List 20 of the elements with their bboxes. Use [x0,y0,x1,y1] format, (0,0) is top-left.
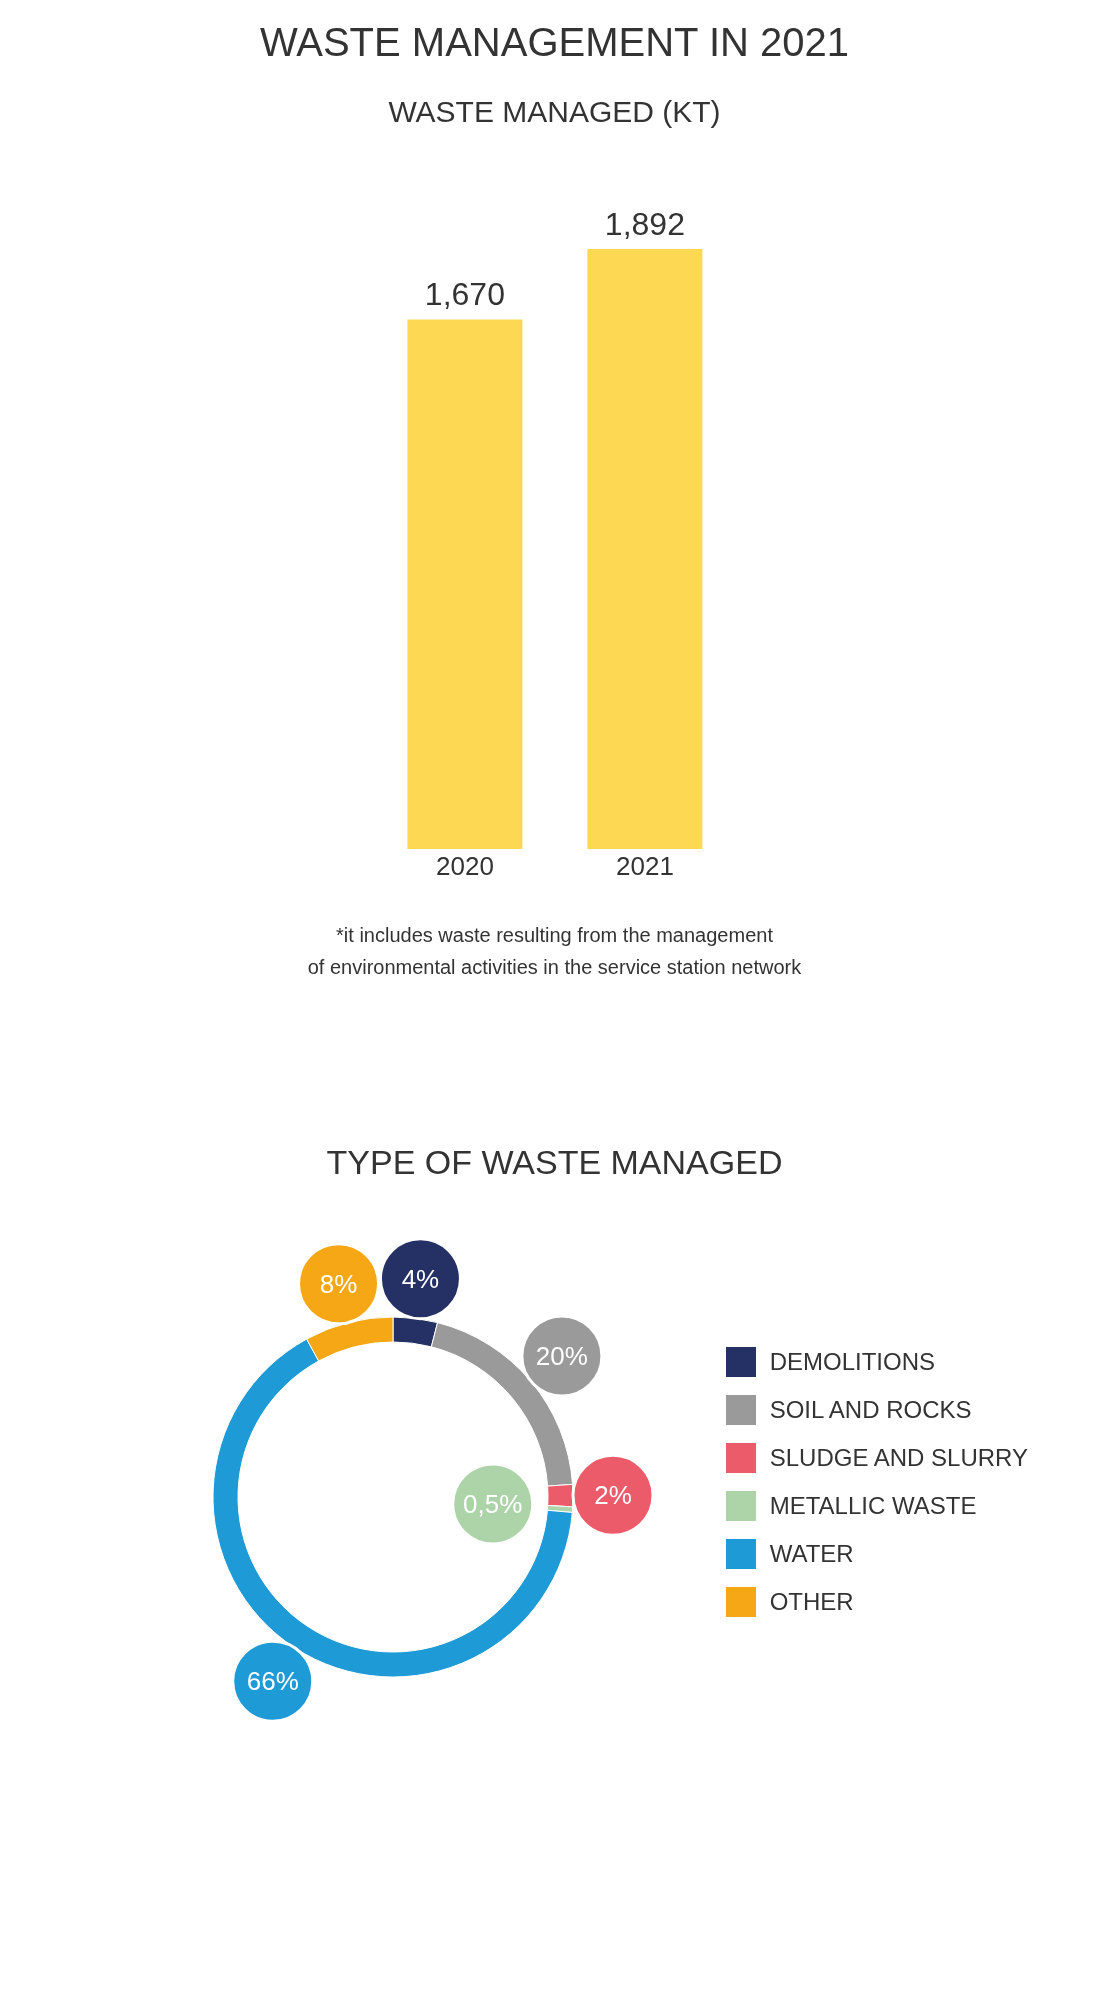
data-label: 8% [319,1268,358,1299]
data-label: 0,5% [463,1489,523,1520]
legend-label: WATER [769,1540,854,1568]
data-label: 20% [535,1341,588,1372]
data-label: 66% [246,1666,299,1697]
chart-title: TYPE OF WASTE MANAGED [325,1143,784,1182]
x-tick-label: 2020 [435,851,494,882]
legend-label: SLUDGE AND SLURRY [769,1444,1028,1472]
legend-label: SOIL AND ROCKS [769,1396,972,1424]
chart-title: WASTE MANAGEMENT IN 2021 [259,20,850,65]
legend-label: DEMOLITIONS [769,1348,936,1376]
x-tick-label: 2021 [615,851,674,882]
legend-label: OTHER [769,1588,854,1616]
text: *it includes waste resulting from the management of environmental activities in the service station network [306,923,803,980]
chart-subtitle: WASTE MANAGED (KT) [387,95,722,129]
legend-label: METALLIC WASTE [769,1492,977,1520]
data-label: 1,892 [604,206,685,242]
data-label: 2% [594,1480,632,1511]
data-label: 1,670 [424,276,505,313]
data-label: 4% [401,1263,440,1294]
